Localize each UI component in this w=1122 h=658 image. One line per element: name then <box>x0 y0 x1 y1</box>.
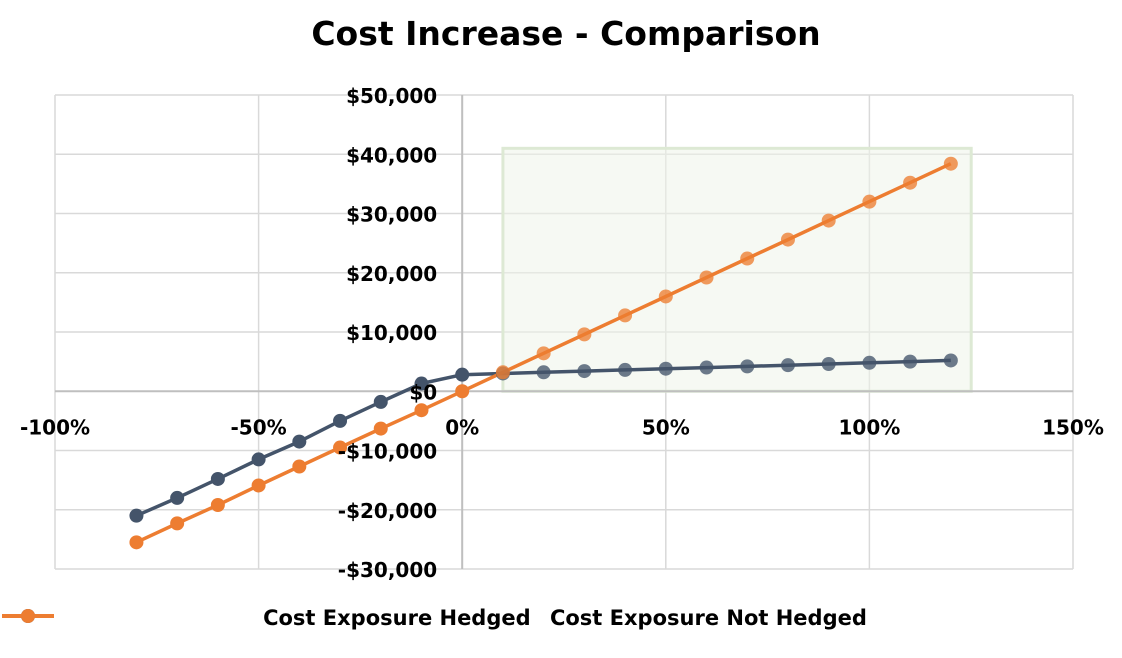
series-0-point[interactable] <box>414 376 429 391</box>
x-tick-label: 100% <box>839 415 901 439</box>
y-tick-label: $0 <box>409 380 437 404</box>
x-tick-label: 50% <box>642 415 690 439</box>
series-1-point[interactable] <box>699 270 714 285</box>
series-layer <box>129 156 958 550</box>
x-tick-label: 0% <box>445 415 479 439</box>
series-1-point[interactable] <box>292 459 307 474</box>
series-0-point[interactable] <box>658 361 673 376</box>
highlight-box <box>501 146 973 393</box>
series-1-point[interactable] <box>780 232 795 247</box>
series-0-point[interactable] <box>862 355 877 370</box>
series-0-point[interactable] <box>129 508 144 523</box>
line-chart: -100% -50% 0% 50% 100% 150% -$30,000-$20,000-… <box>20 84 1104 582</box>
series-1-point[interactable] <box>577 327 592 342</box>
y-tick-label: $40,000 <box>346 143 437 167</box>
series-1-point[interactable] <box>373 421 388 436</box>
series-0-point[interactable] <box>780 358 795 373</box>
series-1-point[interactable] <box>903 175 918 190</box>
x-tick-label: 150% <box>1042 415 1104 439</box>
series-1-point[interactable] <box>129 535 144 550</box>
y-tick-label: -$10,000 <box>338 440 437 464</box>
y-tick-labels: -$30,000 -$20,000 -$10,000 $0 $10,000 $20,000… <box>338 84 437 582</box>
series-1-point[interactable] <box>618 308 633 323</box>
series-1-point[interactable] <box>455 384 470 399</box>
series-1-point[interactable] <box>495 365 510 380</box>
series-0-point[interactable] <box>373 394 388 409</box>
legend-label-not-hedged: Cost Exposure Not Hedged <box>549 606 867 630</box>
series-1-point[interactable] <box>210 498 225 513</box>
y-tick-label: $20,000 <box>346 262 437 286</box>
series-1-point[interactable] <box>740 251 755 266</box>
chart-title: Cost Increase - Comparison <box>311 14 821 53</box>
series-0-point[interactable] <box>618 362 633 377</box>
x-tick-label: -50% <box>231 415 287 439</box>
series-1-point[interactable] <box>251 478 266 493</box>
x-tick-labels: -100% -50% 0% 50% 100% 150% <box>20 415 1104 439</box>
x-tick-label: -100% <box>20 415 90 439</box>
series-0-point[interactable] <box>821 356 836 371</box>
legend: Cost Exposure Hedged Cost Exposure Not H… <box>0 606 1122 630</box>
series-0-point[interactable] <box>536 365 551 380</box>
legend-item-not-hedged[interactable]: Cost Exposure Not Hedged <box>2 606 867 630</box>
series-0-point[interactable] <box>699 360 714 375</box>
legend-item-hedged[interactable]: Cost Exposure Hedged <box>2 606 531 630</box>
y-tick-label: $10,000 <box>346 321 437 345</box>
y-tick-label: -$20,000 <box>338 499 437 523</box>
series-0-point[interactable] <box>333 413 348 428</box>
series-0-point[interactable] <box>740 359 755 374</box>
series-1-point[interactable] <box>821 213 836 228</box>
series-1-point[interactable] <box>943 156 958 171</box>
legend-label-hedged: Cost Exposure Hedged <box>263 606 531 630</box>
series-0-point[interactable] <box>943 353 958 368</box>
series-0-point[interactable] <box>903 354 918 369</box>
axes <box>55 95 1073 569</box>
y-tick-label: -$30,000 <box>338 558 437 582</box>
series-1-point[interactable] <box>333 440 348 455</box>
series-1-point[interactable] <box>862 194 877 209</box>
series-0-point[interactable] <box>455 367 470 382</box>
series-0-point[interactable] <box>577 364 592 379</box>
y-tick-label: $50,000 <box>346 84 437 108</box>
series-0-point[interactable] <box>170 490 185 505</box>
highlight-region <box>501 146 973 393</box>
legend-marker-not-hedged <box>2 609 54 623</box>
series-0-point[interactable] <box>251 452 266 467</box>
series-1-point[interactable] <box>414 403 429 418</box>
series-1-point[interactable] <box>658 289 673 304</box>
y-tick-label: $30,000 <box>346 203 437 227</box>
series-1-point[interactable] <box>536 346 551 361</box>
series-1-point[interactable] <box>170 516 185 531</box>
series-0-point[interactable] <box>292 434 307 449</box>
series-0-point[interactable] <box>210 471 225 486</box>
